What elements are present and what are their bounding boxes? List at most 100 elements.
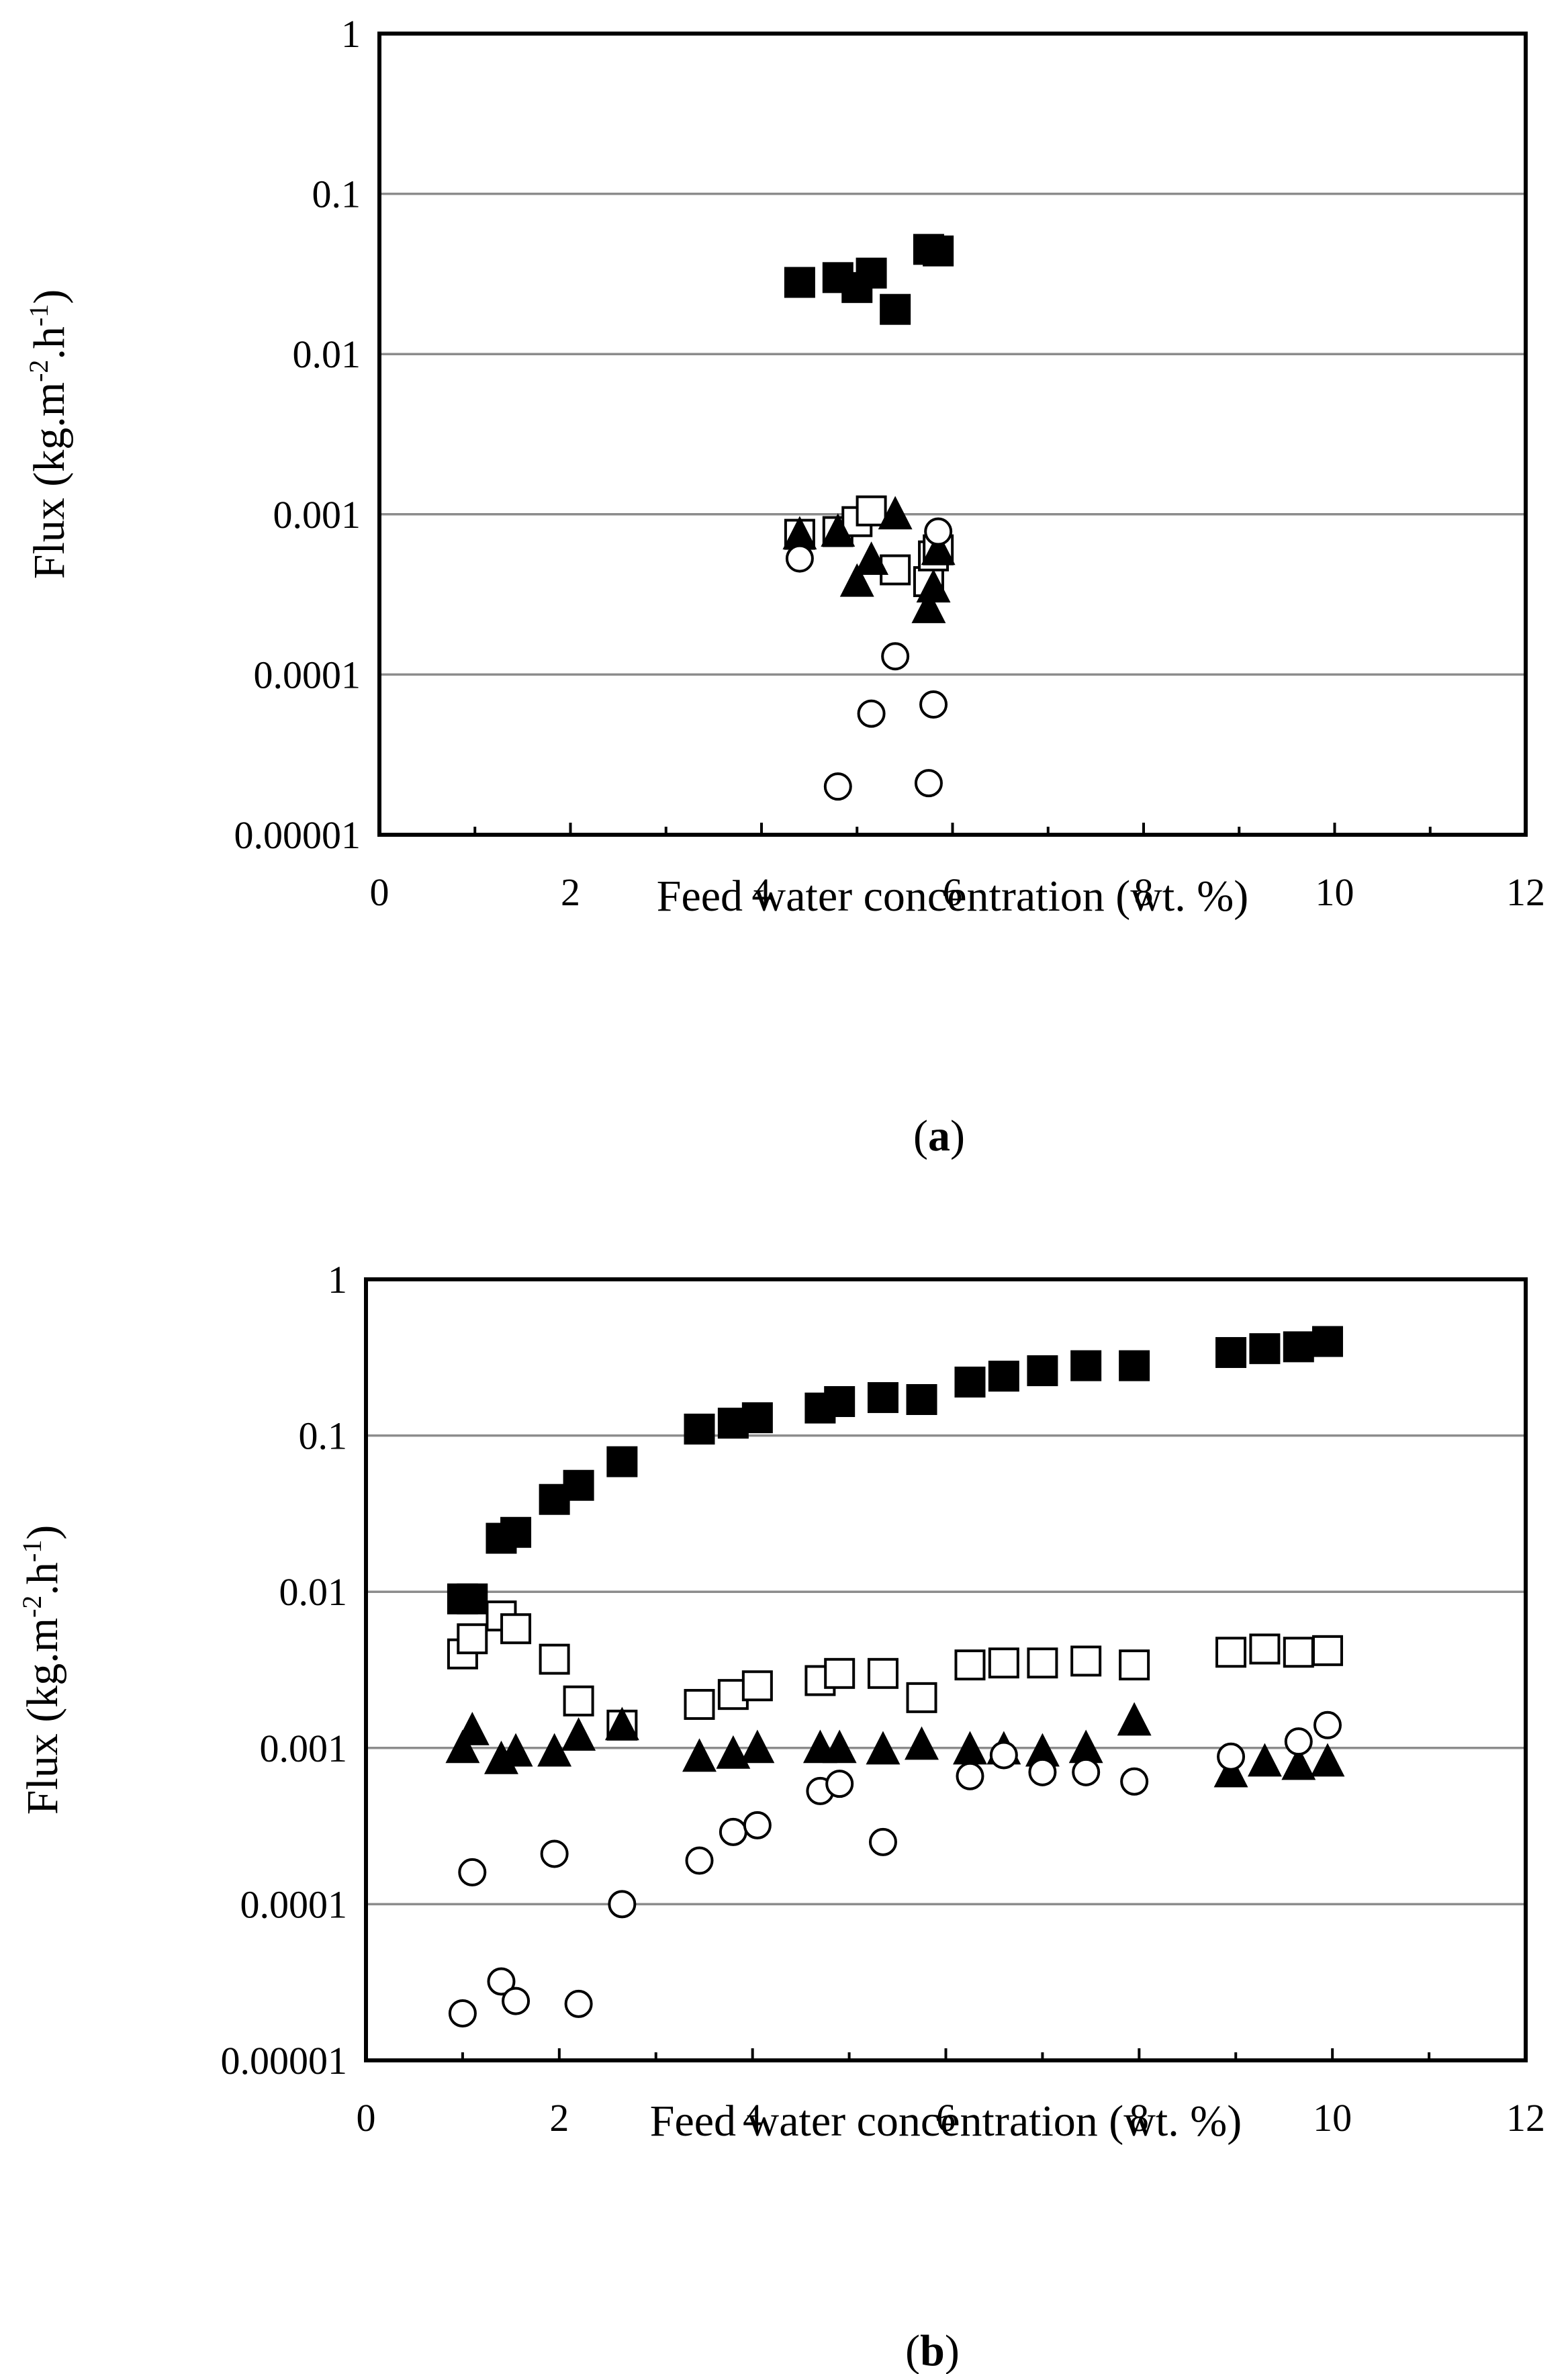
data-point-filled-square (988, 1361, 1019, 1392)
data-point-filled-square (1119, 1350, 1150, 1381)
y-axis-title: Flux (kg.m-2.h-1) (17, 1525, 67, 1815)
data-point-open-square (824, 1657, 856, 1689)
data-point-open-circle (502, 1987, 531, 2015)
x-tick-label: 0 (357, 2096, 376, 2140)
data-point-filled-triangle (1247, 1743, 1282, 1777)
data-point-filled-triangle (839, 563, 874, 597)
series-open-circle (448, 1710, 1342, 2027)
data-point-filled-square (500, 1516, 532, 1548)
data-point-filled-square (867, 1382, 898, 1414)
x-tick-label: 4 (743, 2096, 762, 2140)
data-point-filled-square (684, 1413, 715, 1445)
data-point-filled-triangle (498, 1733, 533, 1767)
data-point-open-circle (487, 1967, 516, 1996)
x-tick-label: 10 (1316, 870, 1354, 914)
x-tick-label: 6 (943, 870, 962, 914)
data-point-filled-triangle (1281, 1746, 1316, 1780)
x-tick-label: 8 (1134, 870, 1154, 914)
series-filled-square (784, 234, 954, 325)
x-tick-label: 12 (1506, 2096, 1545, 2140)
data-point-filled-square (457, 1583, 488, 1614)
data-point-open-circle (868, 1827, 897, 1856)
data-point-filled-square (824, 1386, 856, 1418)
data-point-open-square (867, 1657, 898, 1689)
y-tick-label: 0.0001 (240, 1882, 348, 1926)
data-point-filled-square (563, 1469, 594, 1501)
data-point-filled-triangle (854, 541, 889, 576)
x-tick-label: 6 (936, 2096, 956, 2140)
series-filled-triangle (782, 496, 956, 623)
data-point-open-circle (919, 690, 948, 719)
y-tick-label: 0.01 (279, 1570, 348, 1614)
series-filled-triangle (445, 1702, 1345, 1788)
x-tick-label: 2 (561, 870, 580, 914)
data-point-open-square (906, 1682, 937, 1713)
y-tick-label: 0.001 (260, 1727, 348, 1770)
x-tick-label: 0 (370, 870, 389, 914)
data-point-open-circle (785, 544, 814, 573)
y-tick-label: 0.001 (273, 493, 361, 537)
data-point-open-circle (540, 1839, 569, 1868)
data-point-open-circle (823, 772, 852, 801)
data-point-open-square (1215, 1637, 1247, 1668)
x-tick-label: 2 (549, 2096, 569, 2140)
data-point-filled-square (923, 235, 954, 267)
data-point-open-circle (743, 1811, 772, 1839)
data-point-filled-triangle (740, 1729, 775, 1764)
data-point-filled-triangle (821, 513, 856, 547)
data-point-filled-triangle (911, 590, 946, 623)
data-point-open-circle (881, 642, 910, 671)
data-point-open-square (1070, 1645, 1102, 1677)
data-point-filled-square (1215, 1336, 1247, 1368)
data-point-open-circle (564, 1989, 593, 2018)
x-axis-title: Feed water concentration (wt. %) (650, 2097, 1242, 2146)
data-point-open-square (1027, 1647, 1058, 1679)
data-point-filled-square (784, 267, 815, 298)
data-point-filled-triangle (921, 531, 956, 565)
data-point-filled-triangle (604, 1706, 639, 1741)
data-point-filled-triangle (561, 1717, 596, 1751)
series-filled-square (447, 1326, 1343, 1614)
data-point-filled-square (1027, 1355, 1058, 1387)
data-point-filled-square (1283, 1331, 1314, 1363)
y-tick-label: 0.01 (293, 332, 361, 376)
data-point-open-circle (1284, 1727, 1313, 1756)
x-axis-title: Feed water concentration (wt. %) (657, 872, 1248, 921)
data-point-filled-triangle (1213, 1753, 1248, 1788)
y-tick-label: 0.1 (299, 1414, 348, 1458)
data-point-open-circle (448, 1999, 477, 2027)
data-point-open-square (457, 1623, 488, 1655)
y-axis-title: Flux (kg.m-2.h-1) (24, 289, 74, 580)
data-point-filled-triangle (905, 1726, 939, 1760)
data-point-open-square (954, 1649, 986, 1681)
data-point-open-circle (914, 769, 943, 798)
y-tick-label: 0.00001 (234, 813, 361, 857)
data-point-open-square (539, 1643, 570, 1675)
data-point-open-square (1249, 1633, 1281, 1665)
data-point-open-square (856, 495, 887, 527)
y-tick-label: 1 (341, 12, 361, 56)
data-point-filled-square (856, 257, 887, 289)
y-tick-label: 1 (328, 1258, 347, 1302)
panel-a: 0 2 4 6 8 10 12 0.00001 0.0001 0.001 0.01 0.1 1 Feed … (24, 12, 1545, 1160)
data-point-filled-square (741, 1402, 773, 1434)
series-open-square (447, 1600, 1343, 1741)
data-point-filled-square (880, 293, 911, 325)
data-point-open-circle (458, 1858, 487, 1886)
data-point-open-circle (1217, 1742, 1246, 1771)
data-point-filled-square (906, 1383, 937, 1415)
data-point-open-square (988, 1647, 1019, 1679)
data-point-filled-triangle (455, 1712, 490, 1745)
y-tick-label: 0.0001 (254, 653, 361, 696)
data-point-filled-triangle (878, 496, 913, 530)
data-point-filled-triangle (1117, 1702, 1152, 1736)
data-point-filled-square (954, 1366, 986, 1398)
data-point-filled-square (1249, 1333, 1281, 1365)
data-point-filled-triangle (822, 1729, 857, 1764)
data-point-open-square (500, 1613, 532, 1645)
data-point-open-circle (719, 1817, 747, 1846)
data-point-open-square (684, 1688, 715, 1720)
panel-caption: (a) (913, 1111, 965, 1160)
data-point-open-circle (1072, 1757, 1101, 1786)
